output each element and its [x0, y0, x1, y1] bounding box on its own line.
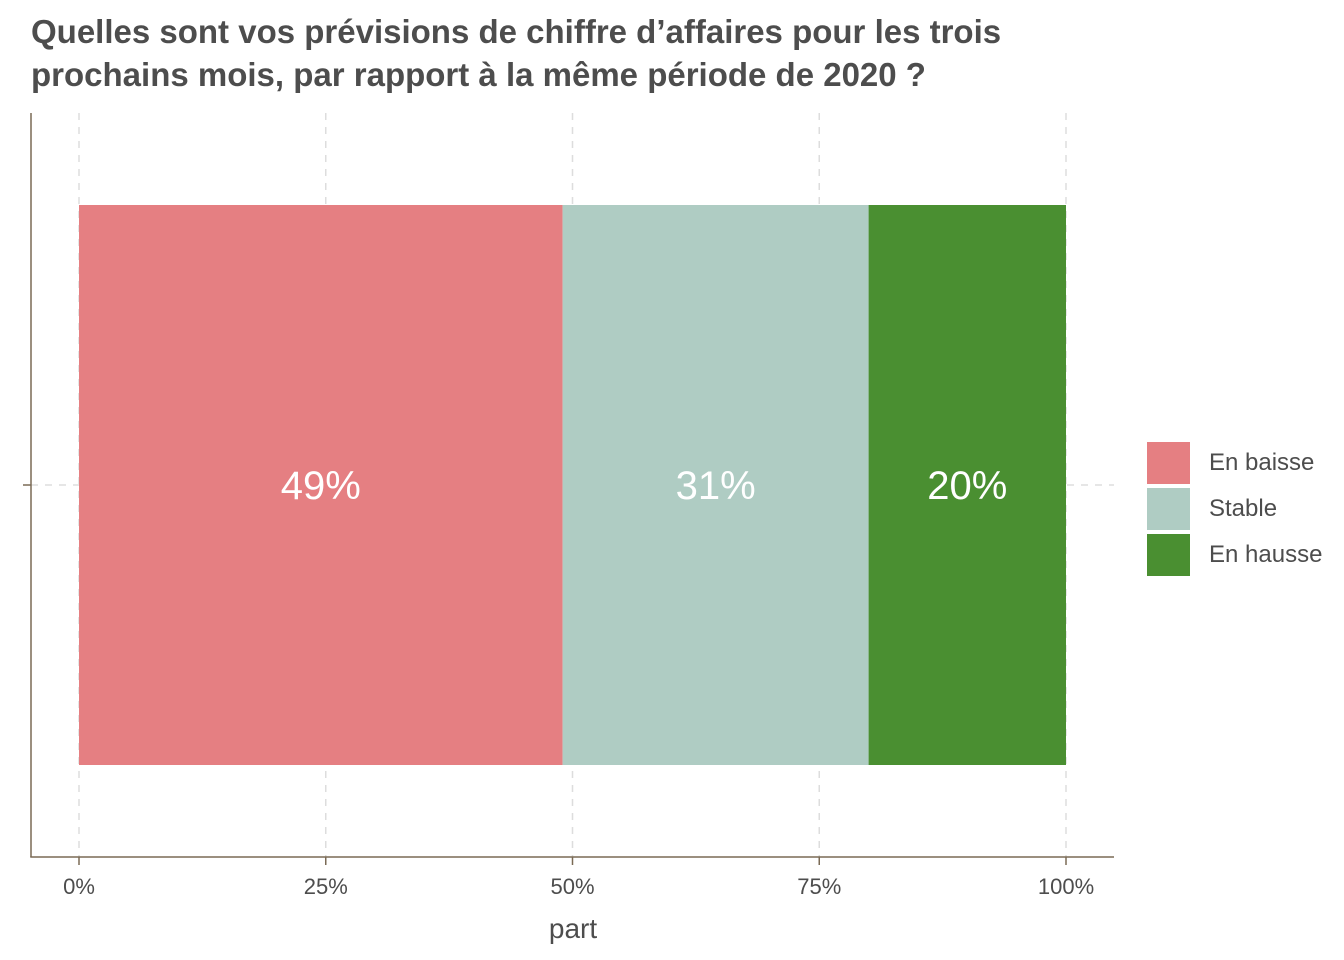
chart-title-line-2: prochains mois, par rapport à la même pé… — [31, 56, 926, 93]
legend-label-en-baisse: En baisse — [1209, 449, 1315, 476]
bar-segment-stable — [562, 205, 869, 765]
legend-key-en-baisse — [1147, 442, 1190, 484]
x-tick-label-0: 0% — [63, 874, 95, 899]
x-axis-title: part — [549, 913, 597, 944]
x-tick-label-1: 25% — [304, 874, 348, 899]
chart-title: Quelles sont vos prévisions de chiffre d… — [31, 10, 1001, 96]
x-tick-label-3: 75% — [797, 874, 841, 899]
data-label-stable: 31% — [676, 464, 756, 508]
data-label-en-baisse: 49% — [281, 464, 361, 508]
legend-label-stable: Stable — [1209, 495, 1278, 522]
x-tick-label-2: 50% — [550, 874, 594, 899]
data-labels: 49% 31% 20% — [281, 464, 1008, 508]
bar-segment-en-baisse — [79, 205, 563, 765]
legend-key-en-hausse — [1147, 534, 1190, 576]
bar-segment-en-hausse — [868, 205, 1066, 765]
legend-item-en-hausse: En hausse — [1147, 533, 1337, 577]
legend-item-en-baisse: En baisse — [1147, 441, 1337, 485]
x-axis-ticks: 0% 25% 50% 75% 100% — [63, 857, 1094, 899]
legend: En baisse Stable En hausse — [1147, 441, 1337, 579]
legend-label-en-hausse: En hausse — [1209, 541, 1323, 568]
legend-key-stable — [1147, 488, 1190, 530]
legend-item-stable: Stable — [1147, 487, 1337, 531]
stacked-bar — [79, 205, 1066, 765]
data-label-en-hausse: 20% — [927, 464, 1007, 508]
chart-title-line-1: Quelles sont vos prévisions de chiffre d… — [31, 13, 1002, 50]
x-tick-label-4: 100% — [1038, 874, 1094, 899]
